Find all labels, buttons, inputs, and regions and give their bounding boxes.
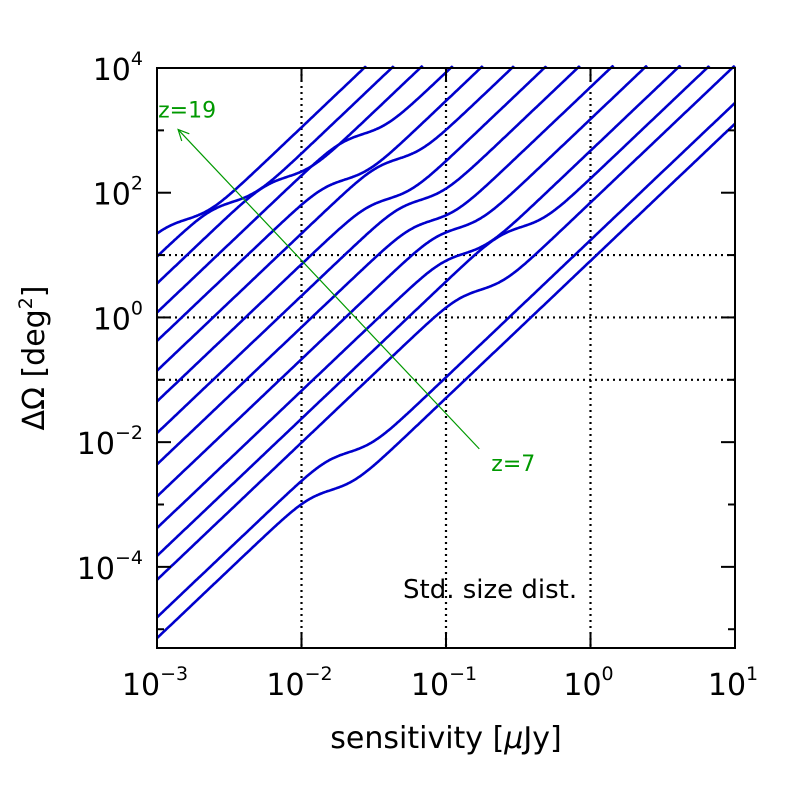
arrow-start-label: z=7 <box>491 452 535 477</box>
redshift-arrow-line <box>177 129 480 450</box>
curve-14 <box>156 65 395 258</box>
curve-5 <box>156 64 682 529</box>
curve-9 <box>156 65 548 403</box>
y-tick-label: 10−4 <box>77 547 143 587</box>
curve-3 <box>156 65 737 581</box>
x-tick-label: 10−3 <box>122 663 188 703</box>
curve-12 <box>156 65 454 314</box>
mu-symbol: μ <box>503 721 523 756</box>
curve-6 <box>156 65 649 498</box>
curve-2 <box>156 101 736 619</box>
y-tick-label: 10−2 <box>77 422 143 462</box>
curve-layer <box>156 64 737 640</box>
x-tick-label: 10−2 <box>266 663 332 703</box>
curve-13 <box>156 65 424 285</box>
tick-label-layer: 10−3 10−2 10−1 100 101 10−4 10−2 100 102 104 <box>77 48 758 703</box>
curve-8 <box>156 65 582 434</box>
x-tick-label: 101 <box>708 663 758 703</box>
curve-4 <box>156 65 711 557</box>
x-tick-label: 10−1 <box>411 663 477 703</box>
x-axis-title: sensitivity [μJy] <box>330 721 561 756</box>
curve-7 <box>156 65 615 466</box>
curve-11 <box>156 65 484 342</box>
y-axis-title: ΔΩ [deg2] <box>15 285 52 430</box>
redshift-arrow: z=7 z=19 <box>158 99 535 477</box>
tick-layer <box>156 67 736 648</box>
redshift-arrow-head <box>177 128 190 142</box>
curve-10 <box>156 65 516 372</box>
arrow-end-label: z=19 <box>158 99 216 124</box>
y-tick-label: 104 <box>93 48 143 88</box>
y-tick-label: 102 <box>93 173 143 213</box>
y-tick-label: 100 <box>93 297 143 337</box>
curve-1 <box>156 122 736 640</box>
annotation-size-dist: Std. size dist. <box>403 575 577 605</box>
curve-15 <box>156 65 368 235</box>
y-axis-title-superscript: 2 <box>15 297 37 309</box>
grid-layer <box>157 68 735 648</box>
x-tick-label: 100 <box>563 663 613 703</box>
